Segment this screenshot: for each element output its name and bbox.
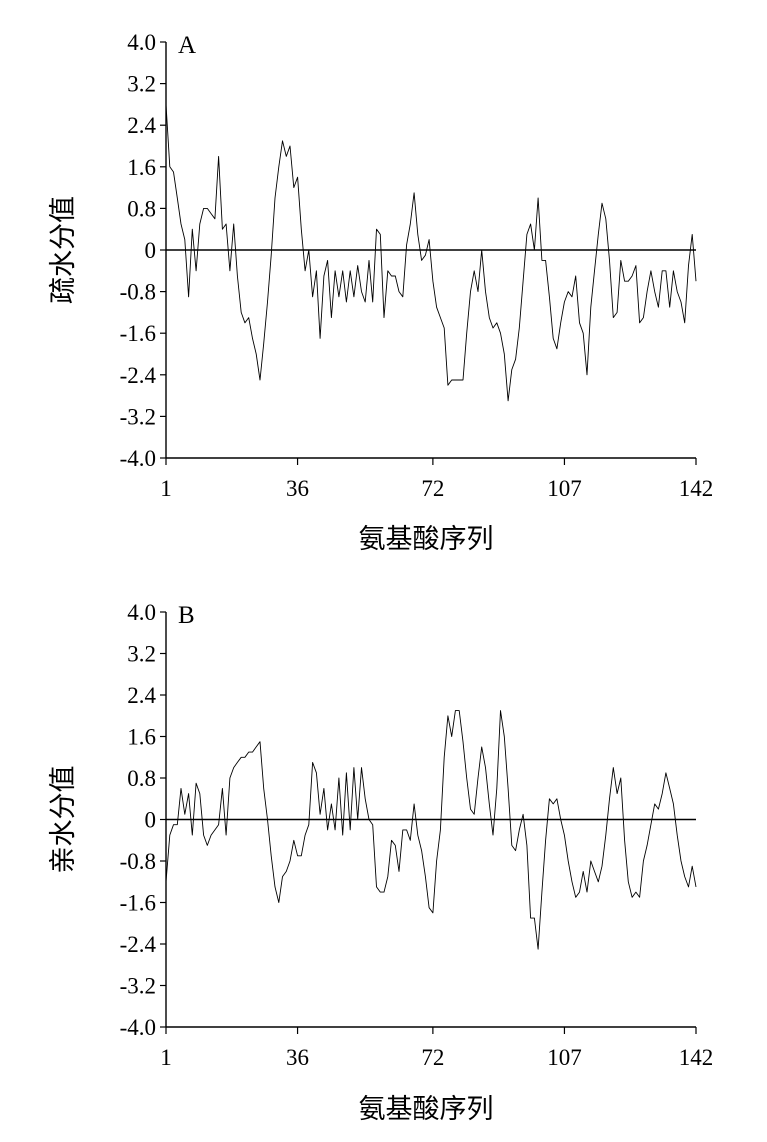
panel-b-series-line: [165, 710, 697, 950]
panel-b-y-tick-label: 4.0: [127, 600, 156, 625]
panel-a-x-axis-title: 氨基酸序列: [359, 524, 494, 555]
panel-a-y-tick-label: -2.4: [120, 363, 157, 388]
panel-a-y-axis-title: 疏水分值: [48, 196, 79, 304]
panel-a-series-line: [165, 104, 697, 402]
panel-a-y-tick-label: 0: [145, 238, 157, 263]
panel-b-x-tick-label: 1: [160, 1045, 172, 1070]
panel-a-y-tick-label: -3.2: [120, 404, 156, 429]
panel-a-y-tick-label: 1.6: [127, 155, 156, 180]
panel-b-y-tick-label: 0.8: [127, 766, 156, 791]
panel-b-x-tick-label: 36: [286, 1045, 309, 1070]
panel-a-x-tick-label: 36: [286, 476, 309, 501]
panel-a-y-tick-label: -1.6: [120, 321, 156, 346]
panel-a-y-tick-label: -4.0: [120, 446, 156, 471]
panel-a-y-tick-label: 3.2: [127, 72, 156, 97]
panel-a-y-tick-label: 0.8: [127, 196, 156, 221]
panel-a-x-tick-label: 107: [547, 476, 582, 501]
panel-b-y-tick-label: 3.2: [127, 642, 156, 667]
panel-b-y-tick-label: -4.0: [120, 1015, 156, 1040]
panel-b-y-tick-label: 2.4: [127, 683, 156, 708]
panel-b-y-tick-label: 1.6: [127, 725, 156, 750]
panel-b-y-axis-title: 亲水分值: [48, 766, 79, 874]
panel-a-y-tick-label: 2.4: [127, 113, 156, 138]
panel-a-y-tick-label: -0.8: [120, 280, 156, 305]
panel-b-y-tick-label: 0: [145, 808, 157, 833]
panel-a-x-tick-label: 142: [679, 476, 714, 501]
panel-b-y-tick-label: -1.6: [120, 891, 156, 916]
panel-b-y-tick-label: -0.8: [120, 849, 156, 874]
panel-b-label: B: [178, 602, 195, 629]
panel-b-x-tick-label: 72: [421, 1045, 444, 1070]
panel-a-x-tick-label: 1: [160, 476, 172, 501]
panel-a-x-tick-label: 72: [421, 476, 444, 501]
panel-b-x-tick-label: 142: [679, 1045, 714, 1070]
panel-a-y-tick-label: 4.0: [127, 30, 156, 55]
panel-b-y-tick-label: -2.4: [120, 932, 157, 957]
panel-b-x-tick-label: 107: [547, 1045, 582, 1070]
panel-b-y-tick-label: -3.2: [120, 974, 156, 999]
panel-a-label: A: [178, 32, 196, 59]
panel-b-x-axis-title: 氨基酸序列: [359, 1094, 494, 1125]
